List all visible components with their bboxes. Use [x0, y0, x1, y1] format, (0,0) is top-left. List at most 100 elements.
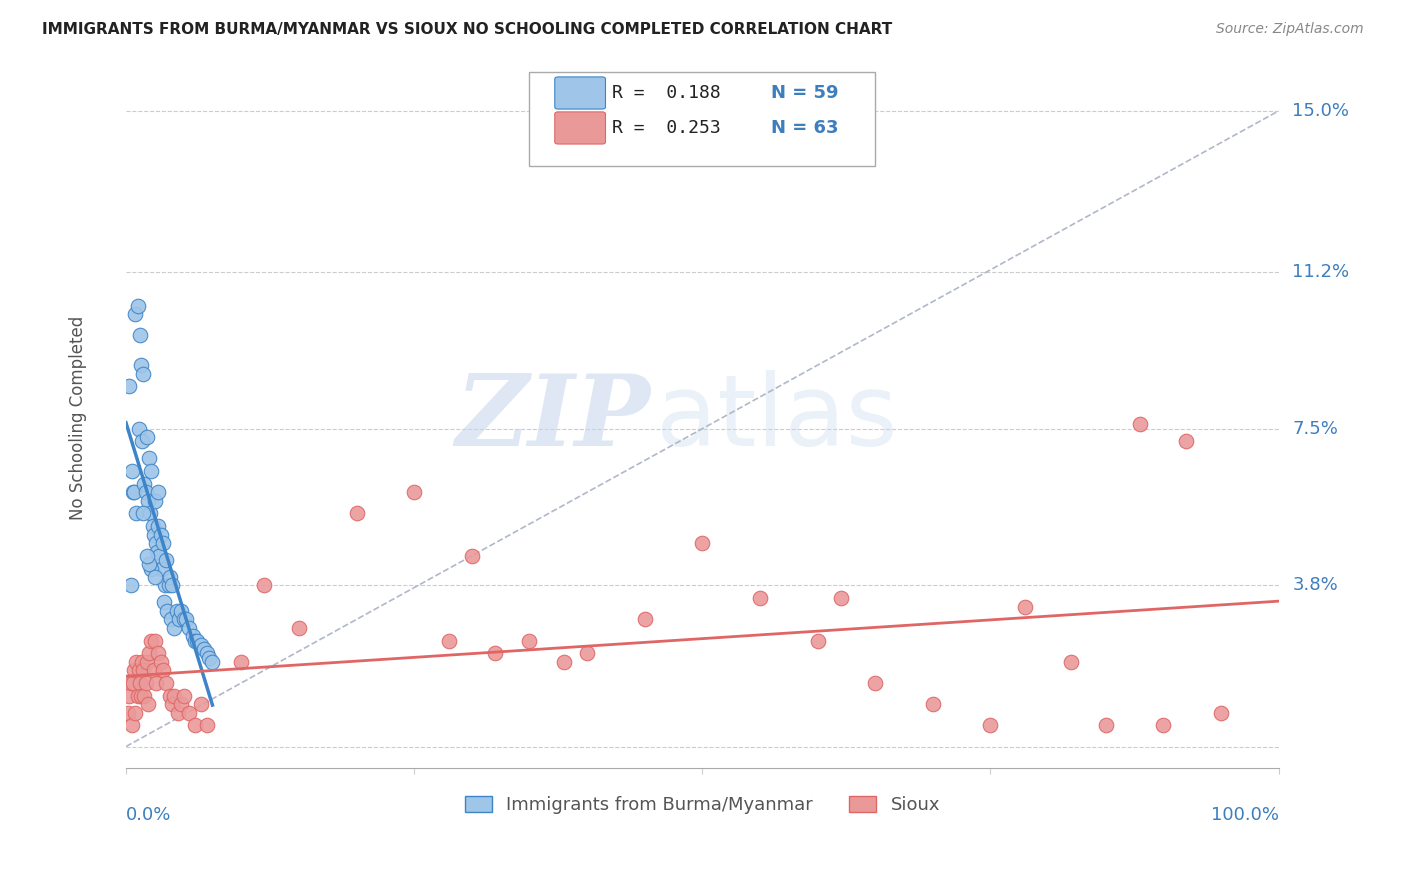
- Point: [1129, 417, 1152, 432]
- Point: [1152, 718, 1174, 732]
- Point: [167, 612, 190, 626]
- Point: [170, 697, 193, 711]
- Point: [132, 663, 155, 677]
- Point: [122, 663, 145, 677]
- FancyBboxPatch shape: [530, 72, 875, 167]
- Point: [135, 485, 157, 500]
- Point: [179, 706, 201, 720]
- Point: [193, 642, 215, 657]
- Point: [131, 434, 153, 449]
- Point: [159, 689, 181, 703]
- Point: [135, 430, 157, 444]
- Point: [148, 519, 170, 533]
- Point: [184, 718, 207, 732]
- Point: [921, 697, 943, 711]
- Point: [830, 591, 852, 606]
- Point: [1014, 599, 1036, 614]
- Point: [195, 718, 218, 732]
- Point: [160, 697, 183, 711]
- Point: [404, 485, 426, 500]
- Point: [173, 689, 195, 703]
- Point: [135, 655, 157, 669]
- Point: [141, 464, 163, 478]
- Point: [135, 549, 157, 563]
- Point: [134, 689, 156, 703]
- Point: [201, 655, 224, 669]
- Text: R =  0.253: R = 0.253: [613, 119, 721, 137]
- Point: [979, 718, 1001, 732]
- Point: [136, 493, 159, 508]
- Point: [125, 507, 148, 521]
- Point: [145, 536, 167, 550]
- Point: [141, 519, 163, 533]
- Point: [184, 633, 207, 648]
- Point: [142, 663, 165, 677]
- Point: [181, 629, 204, 643]
- Text: N = 59: N = 59: [772, 84, 839, 102]
- Point: [121, 464, 143, 478]
- Point: [118, 689, 141, 703]
- Point: [152, 663, 174, 677]
- Point: [149, 527, 172, 541]
- Point: [152, 536, 174, 550]
- Text: 0.0%: 0.0%: [127, 806, 172, 824]
- Point: [142, 527, 165, 541]
- Point: [484, 646, 506, 660]
- Text: 11.2%: 11.2%: [1292, 263, 1350, 281]
- Point: [136, 697, 159, 711]
- Point: [170, 604, 193, 618]
- Text: No Schooling Completed: No Schooling Completed: [69, 316, 87, 520]
- Point: [138, 558, 160, 572]
- Point: [153, 595, 176, 609]
- FancyBboxPatch shape: [555, 77, 606, 109]
- Point: [553, 655, 575, 669]
- Point: [129, 689, 152, 703]
- Point: [748, 591, 770, 606]
- Text: 15.0%: 15.0%: [1292, 102, 1350, 120]
- Point: [1175, 434, 1198, 449]
- Point: [122, 676, 145, 690]
- Point: [153, 578, 176, 592]
- Point: [157, 578, 180, 592]
- Point: [231, 655, 253, 669]
- Point: [174, 612, 197, 626]
- Text: N = 63: N = 63: [772, 119, 839, 137]
- Point: [148, 485, 170, 500]
- Point: [150, 561, 173, 575]
- Text: 7.5%: 7.5%: [1292, 420, 1339, 438]
- Point: [190, 638, 212, 652]
- Point: [346, 507, 368, 521]
- FancyBboxPatch shape: [555, 112, 606, 144]
- Point: [166, 604, 188, 618]
- Point: [190, 697, 212, 711]
- Text: IMMIGRANTS FROM BURMA/MYANMAR VS SIOUX NO SCHOOLING COMPLETED CORRELATION CHART: IMMIGRANTS FROM BURMA/MYANMAR VS SIOUX N…: [42, 22, 893, 37]
- Point: [120, 676, 142, 690]
- Point: [863, 676, 886, 690]
- Point: [437, 633, 460, 648]
- Point: [576, 646, 599, 660]
- Point: [806, 633, 828, 648]
- Point: [134, 476, 156, 491]
- Text: R =  0.188: R = 0.188: [613, 84, 721, 102]
- Point: [1209, 706, 1232, 720]
- Point: [122, 485, 145, 500]
- Point: [148, 549, 170, 563]
- Point: [128, 328, 150, 343]
- Point: [132, 507, 155, 521]
- Point: [195, 646, 218, 660]
- Legend: Immigrants from Burma/Myanmar, Sioux: Immigrants from Burma/Myanmar, Sioux: [457, 789, 948, 822]
- Point: [129, 358, 152, 372]
- Point: [173, 612, 195, 626]
- Point: [198, 650, 221, 665]
- Point: [519, 633, 541, 648]
- Point: [118, 379, 141, 393]
- Point: [692, 536, 714, 550]
- Point: [128, 663, 150, 677]
- Point: [141, 561, 163, 575]
- Point: [143, 493, 166, 508]
- Point: [122, 485, 145, 500]
- Point: [128, 676, 150, 690]
- Point: [186, 633, 208, 648]
- Point: [124, 307, 146, 321]
- Point: [160, 612, 183, 626]
